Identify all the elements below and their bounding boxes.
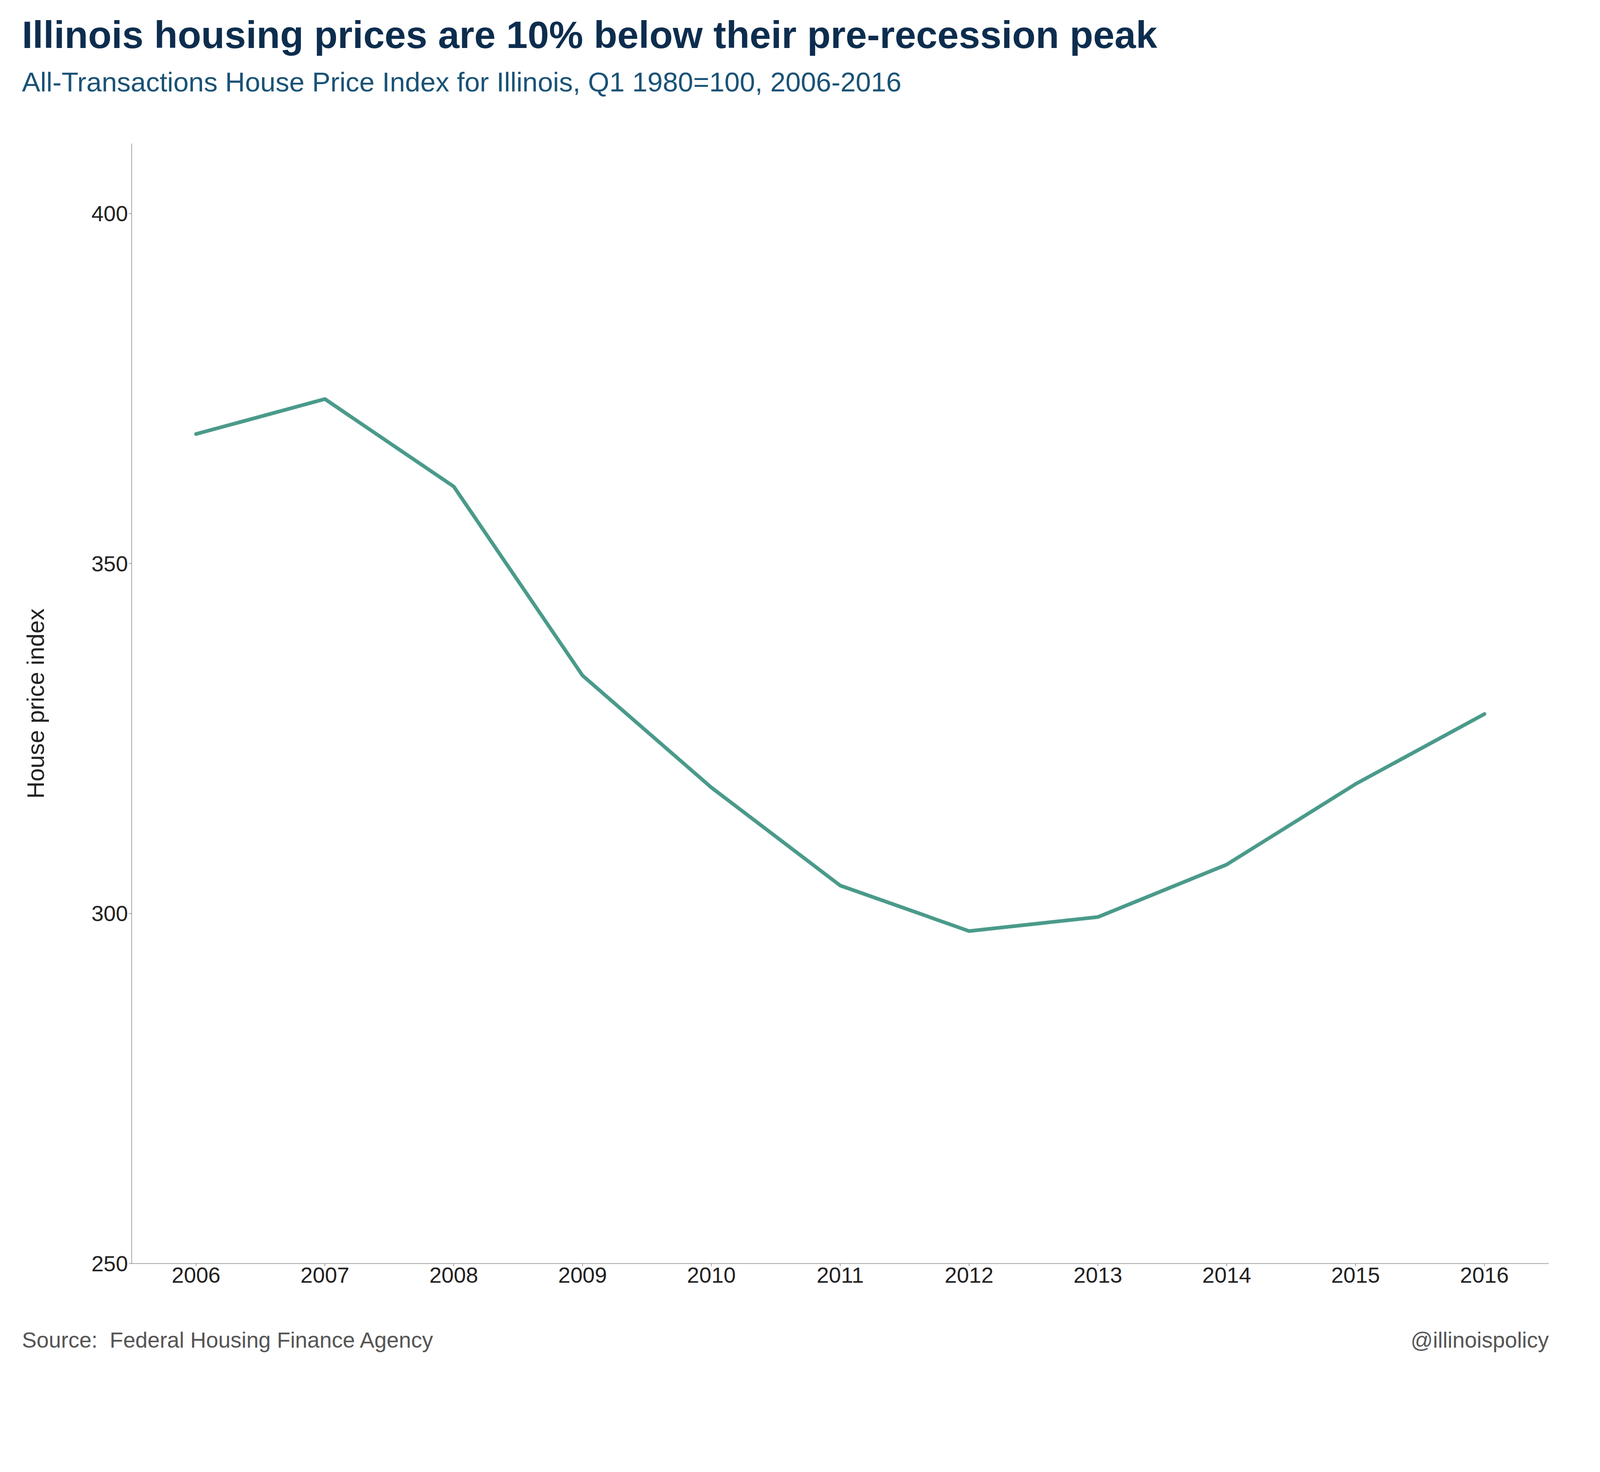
svg-text:2007: 2007 xyxy=(300,1263,350,1288)
html-text:@illinoispolicy: @illinoispolicy xyxy=(1410,1328,1549,1353)
svg-text:2015: 2015 xyxy=(1331,1263,1381,1288)
html-text:All-Transactions House Price I: All-Transactions House Price Index for I… xyxy=(21,66,902,98)
svg-text:2014: 2014 xyxy=(1202,1263,1252,1288)
svg-text:2012: 2012 xyxy=(944,1263,994,1288)
svg-text:350: 350 xyxy=(91,551,128,576)
svg-text:House price index: House price index xyxy=(22,608,49,799)
svg-text:300: 300 xyxy=(91,901,128,926)
html-text:Source: Federal Housing Financ: Source: Federal Housing Finance Agency xyxy=(21,1328,434,1353)
svg-text:2006: 2006 xyxy=(171,1263,221,1288)
svg-text:2016: 2016 xyxy=(1460,1263,1510,1288)
html-text:Illinois housing prices are 10: Illinois housing prices are 10% below th… xyxy=(21,13,1158,57)
svg-text:2011: 2011 xyxy=(816,1263,864,1288)
svg-text:2013: 2013 xyxy=(1073,1263,1123,1288)
svg-text:400: 400 xyxy=(91,201,128,226)
svg-text:2008: 2008 xyxy=(429,1263,479,1288)
svg-text:2009: 2009 xyxy=(558,1263,608,1288)
svg-text:2010: 2010 xyxy=(687,1263,736,1288)
svg-text:250: 250 xyxy=(91,1251,128,1276)
